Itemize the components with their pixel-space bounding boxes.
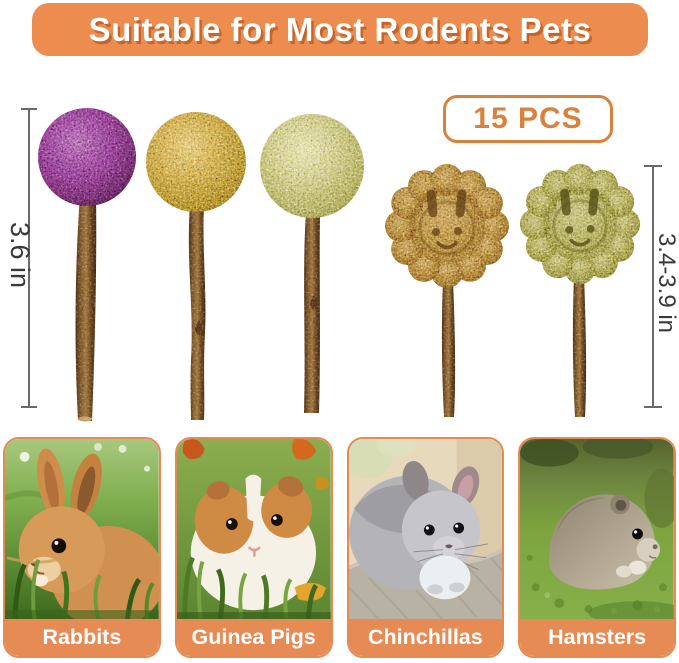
golden-ball-lollipop xyxy=(146,112,246,212)
animal-card-hamsters: Hamsters xyxy=(518,437,676,658)
animal-card-label: Chinchillas xyxy=(348,619,503,656)
pcs-badge: 15 PCS xyxy=(443,95,613,143)
bunny-face-imprint xyxy=(560,188,599,247)
animal-card-chinchillas: Chinchillas xyxy=(346,437,505,658)
animal-card-guinea-pigs: Guinea Pigs xyxy=(174,437,333,658)
left-measure-line xyxy=(21,108,37,408)
animal-card-rabbits: Rabbits xyxy=(3,437,161,658)
chinchilla-photo xyxy=(348,439,503,619)
green-flower-bunny-cookie xyxy=(519,163,641,285)
rabbit-photo xyxy=(5,439,159,619)
animal-cards: Rabbits xyxy=(3,437,676,658)
animal-card-label: Rabbits xyxy=(5,619,159,656)
treat-lollipops-illustration xyxy=(38,108,641,422)
wooden-sticks xyxy=(75,195,587,422)
green-ball-lollipop xyxy=(260,114,364,218)
banner: Suitable for Most Rodents Pets xyxy=(32,3,648,56)
pcs-badge-label: 15 PCS xyxy=(473,102,583,135)
hamster-photo xyxy=(520,439,674,619)
banner-title: Suitable for Most Rodents Pets xyxy=(88,10,592,48)
animal-card-label: Hamsters xyxy=(520,619,674,656)
right-measure-line xyxy=(644,165,662,408)
guinea-pig-photo xyxy=(176,439,331,619)
bunny-face-imprint xyxy=(426,189,467,250)
animal-card-label: Guinea Pigs xyxy=(176,619,331,656)
purple-ball-lollipop xyxy=(38,108,136,206)
brown-flower-bunny-cookie xyxy=(385,164,509,288)
